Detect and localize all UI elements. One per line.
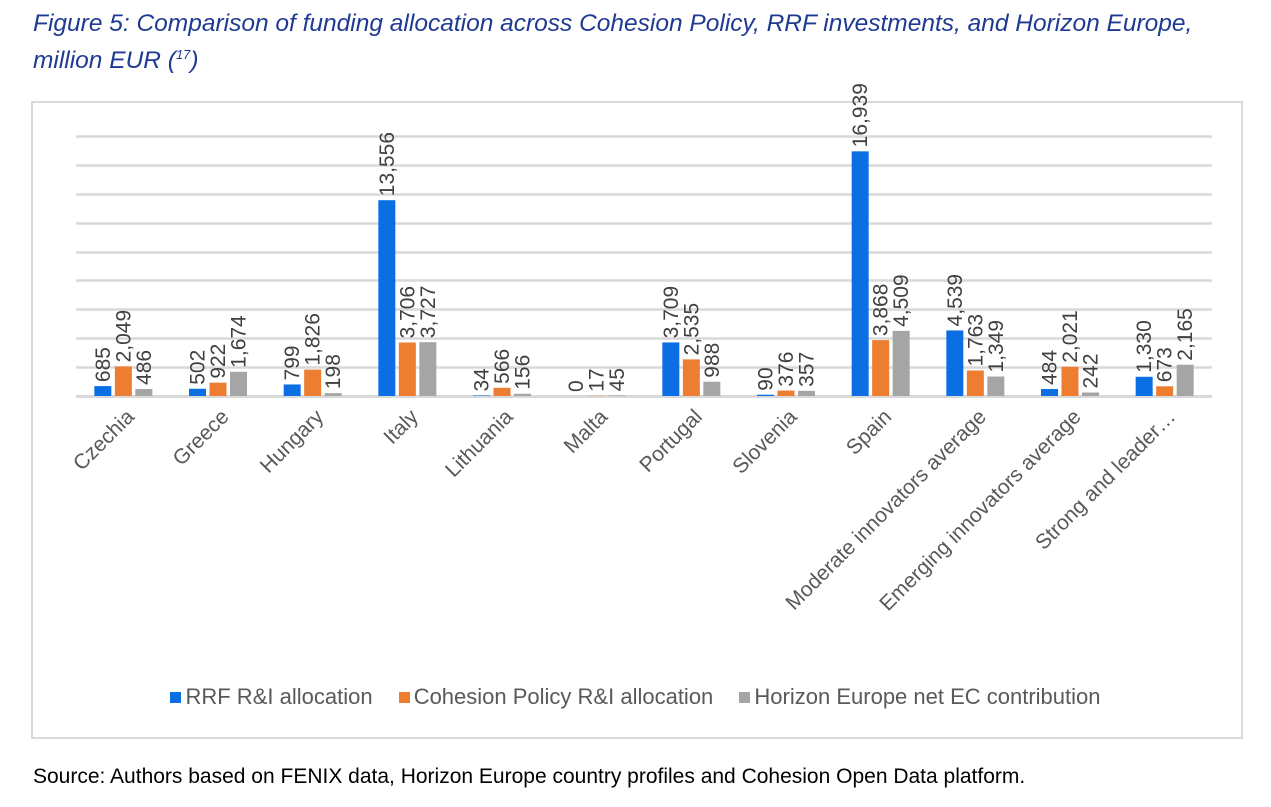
data-label: 2,165 (1174, 308, 1197, 361)
bar (966, 370, 984, 396)
bar (1082, 392, 1099, 396)
legend-swatch-horizon (739, 692, 751, 703)
figure-title: Figure 5: Comparison of funding allocati… (33, 8, 1263, 76)
bar (324, 393, 342, 396)
legend-label-rrf: RRF R&I allocation (185, 684, 373, 709)
data-label: 566 (491, 349, 514, 384)
legend-swatch-cohesion (398, 692, 410, 703)
category-label: Emerging innovators average (875, 405, 1085, 615)
bar (777, 390, 795, 396)
category-label: Italy (379, 405, 423, 449)
legend-label-cohesion: Cohesion Policy R&I allocation (413, 684, 714, 709)
category-label: Spain (842, 405, 896, 459)
bar (378, 200, 396, 396)
data-label: 685 (92, 347, 115, 382)
source-note: Source: Authors based on FENIX data, Hor… (33, 765, 1026, 788)
data-label: 242 (1080, 353, 1103, 388)
data-label: 1,763 (964, 314, 987, 367)
data-label: 502 (187, 350, 210, 385)
data-label: 376 (775, 352, 798, 387)
data-label: 4,539 (944, 274, 967, 327)
bar (493, 387, 511, 396)
category-label: Malta (560, 405, 613, 458)
category-label: Lithuania (441, 405, 518, 482)
bar (1135, 376, 1153, 396)
data-label: 357 (796, 352, 819, 387)
data-label: 2,021 (1059, 310, 1082, 363)
bar (283, 384, 301, 396)
data-label: 673 (1154, 347, 1177, 382)
data-label: 3,868 (870, 284, 893, 337)
bar (419, 342, 437, 396)
footnote-ref: 17 (175, 47, 191, 62)
bar (872, 340, 890, 396)
data-label: 198 (322, 354, 345, 389)
data-label: 486 (133, 350, 156, 385)
bar (608, 395, 626, 396)
bar (892, 330, 910, 396)
category-label: Moderate innovators average (781, 405, 990, 614)
data-label: 922 (207, 344, 230, 379)
chart-frame (31, 101, 1243, 739)
data-label: 4,509 (890, 274, 913, 327)
data-label: 17 (586, 368, 609, 391)
data-label: 0 (565, 380, 588, 392)
data-label: 799 (281, 345, 304, 380)
bar (209, 382, 227, 396)
data-label: 2,535 (680, 303, 703, 356)
bar (398, 342, 416, 396)
bar (514, 393, 531, 396)
data-label: 3,709 (660, 286, 683, 339)
bar (1176, 364, 1194, 396)
bar (682, 359, 700, 396)
data-label: 484 (1039, 350, 1062, 385)
figure-title-end: ) (190, 47, 199, 75)
data-label: 3,727 (417, 286, 440, 339)
data-label: 1,826 (302, 313, 325, 366)
data-label: 1,330 (1133, 320, 1156, 373)
legend: RRF R&I allocation Cohesion Policy R&I a… (0, 684, 1271, 710)
data-label: 1,674 (228, 315, 251, 368)
bar (946, 330, 964, 396)
data-label: 3,706 (396, 286, 419, 339)
bar (230, 371, 247, 396)
category-label: Hungary (256, 405, 329, 478)
bar (189, 388, 206, 396)
legend-item-cohesion: Cohesion Policy R&I allocation (398, 684, 714, 710)
data-label: 45 (606, 368, 629, 391)
data-label: 90 (755, 367, 778, 390)
data-label: 1,349 (985, 320, 1008, 373)
category-label: Portugal (635, 405, 707, 477)
bar (1041, 389, 1058, 396)
figure-title-text: Figure 5: Comparison of funding allocati… (33, 10, 1193, 75)
bar (114, 366, 132, 396)
bar (1156, 386, 1174, 396)
data-label: 13,556 (376, 132, 399, 196)
legend-swatch-rrf (170, 692, 182, 703)
data-label: 156 (512, 355, 535, 390)
bar (135, 388, 153, 396)
bar (1061, 366, 1079, 396)
bar (987, 376, 1005, 396)
data-label: 2,049 (112, 310, 135, 363)
bar (94, 386, 112, 396)
bar (757, 394, 774, 396)
bar (798, 390, 815, 396)
data-label: 988 (701, 343, 724, 378)
data-label: 34 (471, 368, 494, 392)
bar (851, 151, 869, 396)
category-label: Slovenia (728, 405, 801, 478)
bar (662, 342, 680, 396)
legend-item-rrf: RRF R&I allocation (170, 684, 373, 710)
legend-label-horizon: Horizon Europe net EC contribution (754, 684, 1101, 709)
category-label: Greece (169, 405, 234, 470)
data-label: 16,939 (849, 83, 872, 147)
bar (304, 369, 322, 396)
category-label: Czechia (69, 405, 139, 475)
legend-item-horizon: Horizon Europe net EC contribution (739, 684, 1101, 710)
bar (703, 381, 721, 396)
